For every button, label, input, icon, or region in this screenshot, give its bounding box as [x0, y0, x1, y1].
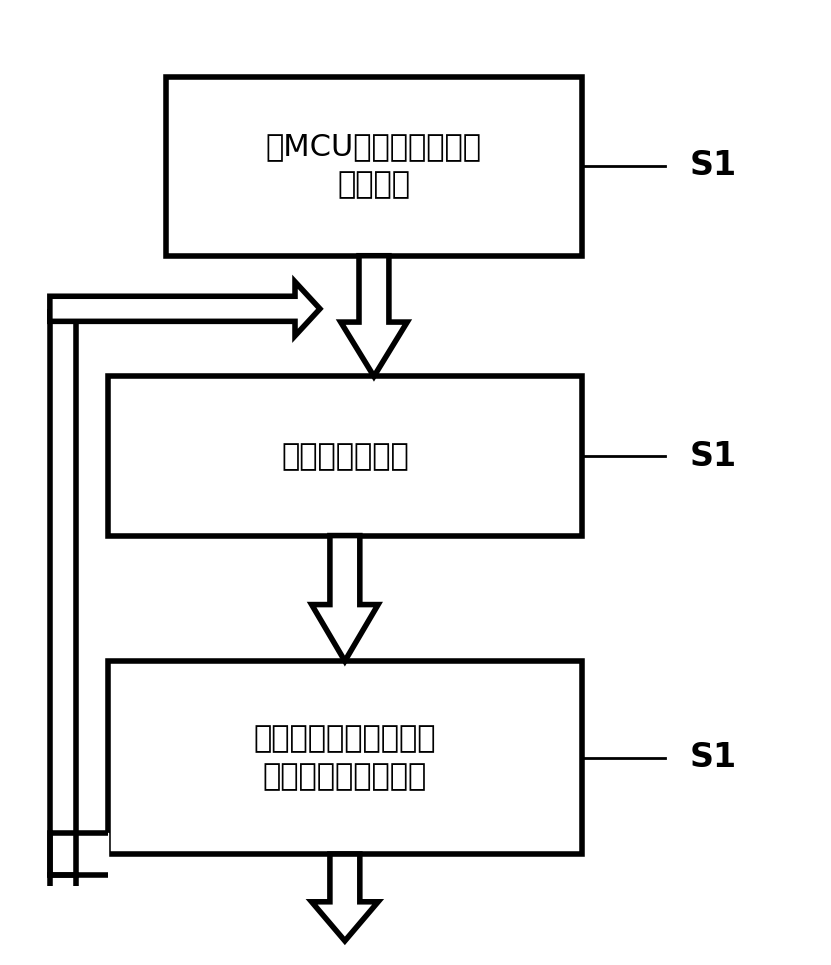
- Polygon shape: [312, 536, 378, 661]
- FancyBboxPatch shape: [108, 661, 582, 854]
- FancyBboxPatch shape: [108, 376, 582, 536]
- Text: 在MCU中设置自适应滑
模控制器: 在MCU中设置自适应滑 模控制器: [266, 132, 482, 200]
- Text: 读取传感器参数: 读取传感器参数: [281, 442, 409, 471]
- Text: S1: S1: [690, 741, 737, 774]
- Polygon shape: [50, 282, 320, 336]
- Text: 将传感器参数输入控制
器得到电机驱动电压: 将传感器参数输入控制 器得到电机驱动电压: [253, 724, 436, 791]
- Polygon shape: [312, 854, 378, 941]
- Text: S1: S1: [690, 440, 737, 473]
- Polygon shape: [341, 256, 407, 376]
- FancyBboxPatch shape: [166, 77, 582, 256]
- Text: S1: S1: [690, 150, 737, 182]
